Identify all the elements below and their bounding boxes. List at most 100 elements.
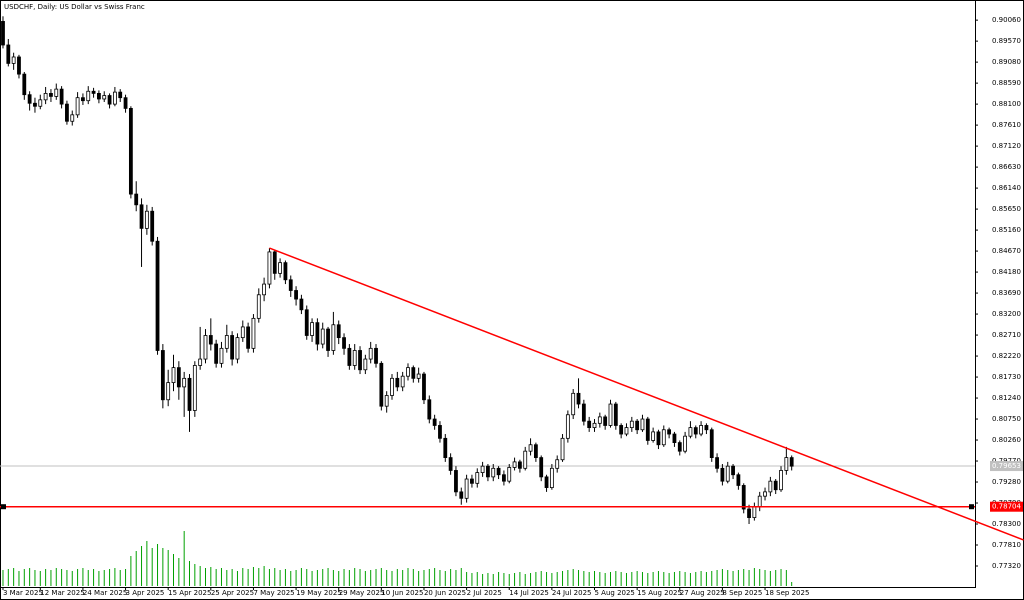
candle-body: [256, 294, 261, 319]
horizontal-line-label: 0.78704: [992, 503, 1021, 511]
candle-body: [731, 465, 735, 476]
candle-body: [251, 317, 256, 349]
x-tick-label: 10 Jun 2025: [381, 589, 423, 597]
candle-body: [704, 425, 709, 431]
x-tick-label: 27 Aug 2025: [680, 589, 725, 597]
candle-body: [768, 480, 773, 493]
candle-body: [496, 467, 501, 476]
candle-body: [336, 324, 341, 339]
candle-body: [741, 485, 746, 510]
x-tick-label: 15 Aug 2025: [637, 589, 682, 597]
y-tick-label: 0.86140: [992, 184, 1021, 192]
candle-body: [443, 437, 448, 459]
x-tick-label: 24 Jul 2025: [552, 589, 592, 597]
candle-body: [166, 382, 171, 401]
candle-body: [155, 240, 160, 351]
candle-body: [33, 102, 37, 107]
x-tick-label: 20 Jun 2025: [424, 589, 466, 597]
candle-body: [608, 403, 613, 426]
candle-body: [278, 262, 282, 274]
candle-body: [219, 347, 224, 364]
candle-body: [139, 204, 144, 229]
candle-body: [635, 420, 640, 431]
candle-body: [342, 337, 346, 349]
candle-body: [773, 480, 778, 491]
candle-body: [192, 365, 197, 411]
candle-body: [597, 416, 602, 424]
candle-body: [182, 377, 187, 388]
candle-body: [214, 343, 219, 364]
candle-body: [75, 97, 80, 116]
x-tick-label: 18 Sep 2025: [765, 589, 809, 597]
candle-body: [379, 362, 384, 407]
x-tick-label: 14 Jul 2025: [509, 589, 549, 597]
candle-body: [283, 262, 288, 281]
y-tick-label: 0.87120: [992, 142, 1021, 150]
price-label-box: [990, 501, 1023, 512]
candle-body: [523, 450, 528, 469]
candle-body: [230, 335, 235, 360]
candle-body: [326, 328, 330, 351]
candle-body: [331, 324, 336, 351]
candle-body: [299, 298, 304, 311]
y-tick-label: 0.85650: [992, 205, 1021, 213]
candle-body: [459, 491, 464, 499]
candle-body: [70, 114, 75, 122]
candle-body: [203, 335, 208, 360]
candle-body: [171, 367, 176, 384]
line-handle: [1, 504, 6, 510]
candle-body: [240, 326, 245, 339]
candle-body: [736, 474, 741, 486]
y-tick-label: 0.89080: [992, 58, 1021, 66]
candle-body: [352, 350, 357, 366]
candle-body: [448, 457, 453, 471]
candle-body: [390, 377, 394, 396]
candle-body: [347, 347, 352, 366]
x-tick-label: 5 Aug 2025: [595, 589, 635, 597]
candle-body: [150, 210, 155, 242]
candle-body: [464, 478, 469, 499]
candle-body: [656, 431, 661, 446]
y-tick-label: 0.83200: [992, 310, 1021, 318]
candle-body: [427, 399, 432, 420]
y-tick-label: 0.86630: [992, 163, 1021, 171]
x-tick-label: 2 Jul 2025: [467, 589, 502, 597]
candle-body: [677, 442, 682, 452]
y-tick-label: 0.80260: [992, 436, 1021, 444]
candle-body: [294, 290, 298, 300]
candle-body: [661, 429, 666, 446]
y-tick-label: 0.77320: [992, 562, 1021, 570]
candle-body: [411, 367, 416, 379]
candle-body: [208, 335, 213, 345]
candle-body: [27, 94, 32, 104]
candle-body: [693, 427, 698, 435]
candle-body: [645, 418, 650, 441]
candle-body: [134, 193, 139, 206]
candle-body: [720, 467, 725, 482]
y-tick-label: 0.80750: [992, 415, 1021, 423]
candle-body: [91, 90, 96, 94]
candle-body: [432, 418, 437, 426]
candle-body: [97, 93, 101, 100]
x-tick-label: 29 May 2025: [339, 589, 385, 597]
candle-body: [187, 377, 192, 411]
candle-body: [512, 461, 517, 468]
candle-body: [267, 251, 272, 285]
y-tick-label: 0.81730: [992, 373, 1021, 381]
candle-body: [640, 418, 645, 431]
candle-body: [571, 392, 576, 416]
candle-body: [752, 506, 757, 518]
candle-body: [102, 95, 107, 100]
candle-body: [683, 435, 688, 452]
candle-body: [651, 431, 656, 441]
candle-body: [603, 416, 608, 426]
candle-body: [533, 444, 538, 459]
y-tick-label: 0.85160: [992, 226, 1021, 234]
candle-body: [581, 403, 586, 422]
candle-body: [198, 358, 203, 366]
candle-body: [118, 91, 123, 99]
current-price-label: 0.79653: [992, 462, 1021, 470]
candle-body: [438, 425, 442, 439]
y-tick-label: 0.78300: [992, 520, 1021, 528]
